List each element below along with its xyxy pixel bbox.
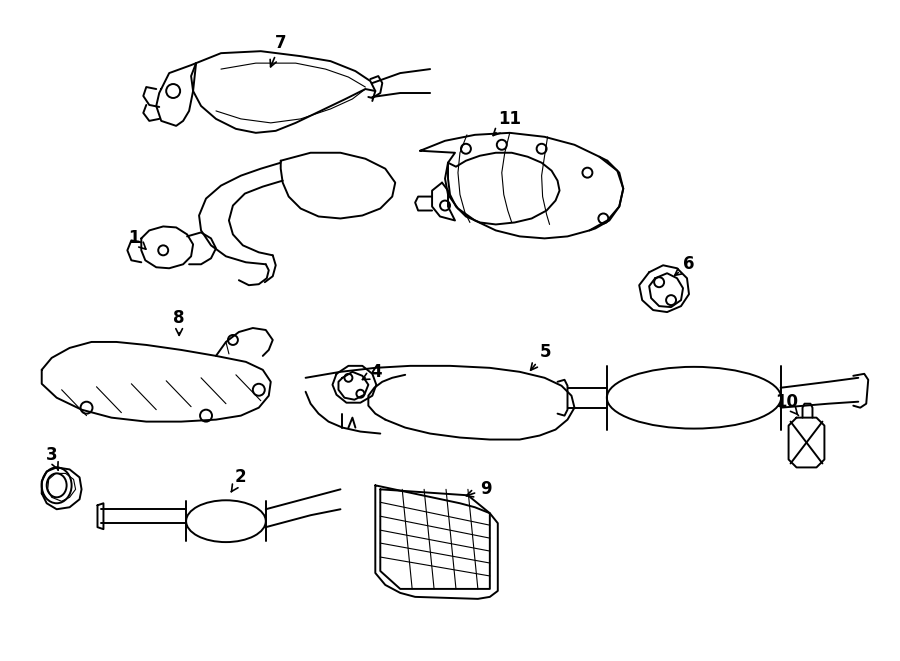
Text: 3: 3 <box>46 446 58 470</box>
Text: 2: 2 <box>231 469 247 492</box>
Text: 5: 5 <box>531 343 552 370</box>
Text: 1: 1 <box>129 229 146 249</box>
Text: 6: 6 <box>675 255 695 276</box>
Text: 8: 8 <box>174 309 184 335</box>
Text: 9: 9 <box>466 481 491 498</box>
Text: 11: 11 <box>493 110 521 136</box>
Text: 10: 10 <box>775 393 798 416</box>
Text: 7: 7 <box>270 34 286 67</box>
Text: 4: 4 <box>363 363 382 381</box>
